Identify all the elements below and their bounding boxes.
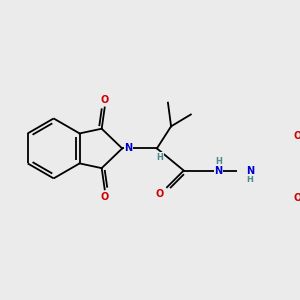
Text: O: O	[101, 95, 109, 105]
Text: H: H	[157, 153, 164, 162]
Text: O: O	[294, 193, 300, 203]
Text: O: O	[293, 131, 300, 141]
Text: N: N	[214, 166, 223, 176]
Text: O: O	[101, 191, 109, 202]
Text: N: N	[124, 143, 133, 153]
Text: N: N	[246, 166, 254, 176]
Text: O: O	[156, 189, 164, 199]
Text: H: H	[247, 175, 254, 184]
Text: H: H	[215, 157, 222, 166]
